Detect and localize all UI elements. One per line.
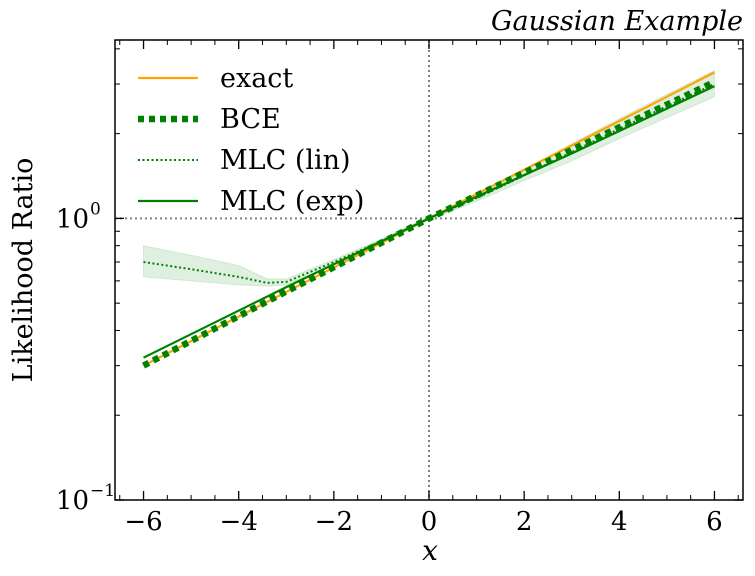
series-lines: [142, 71, 716, 369]
legend: exact BCE MLC (lin) MLC (exp): [138, 63, 364, 217]
y-axis-label: Likelihood Ratio: [8, 158, 39, 383]
x-axis-label: x: [422, 534, 438, 567]
uncertainty-band: [143, 69, 715, 287]
y-tick-label-exponent: −1: [90, 481, 115, 501]
x-tick-label: 2: [516, 507, 533, 537]
x-tick-label: −6: [124, 507, 162, 537]
y-tick-label: 10: [56, 486, 89, 516]
legend-label: exact: [220, 63, 293, 94]
legend-label: MLC (lin): [220, 145, 351, 176]
x-tick-label: −2: [315, 507, 353, 537]
x-tick-label: −4: [220, 507, 258, 537]
y-tick-label-exponent: 0: [90, 199, 101, 219]
x-tick-label: 4: [611, 507, 628, 537]
chart-title: Gaussian Example: [491, 6, 743, 37]
legend-label: BCE: [220, 104, 281, 135]
x-tick-label: 6: [706, 507, 723, 537]
series-line-bce: [142, 79, 716, 369]
legend-label: MLC (exp): [220, 186, 364, 217]
x-tick-label: 0: [421, 507, 438, 537]
confidence-bands: [143, 69, 715, 287]
reference-lines: [115, 40, 743, 500]
y-tick-label: 10: [56, 204, 89, 234]
